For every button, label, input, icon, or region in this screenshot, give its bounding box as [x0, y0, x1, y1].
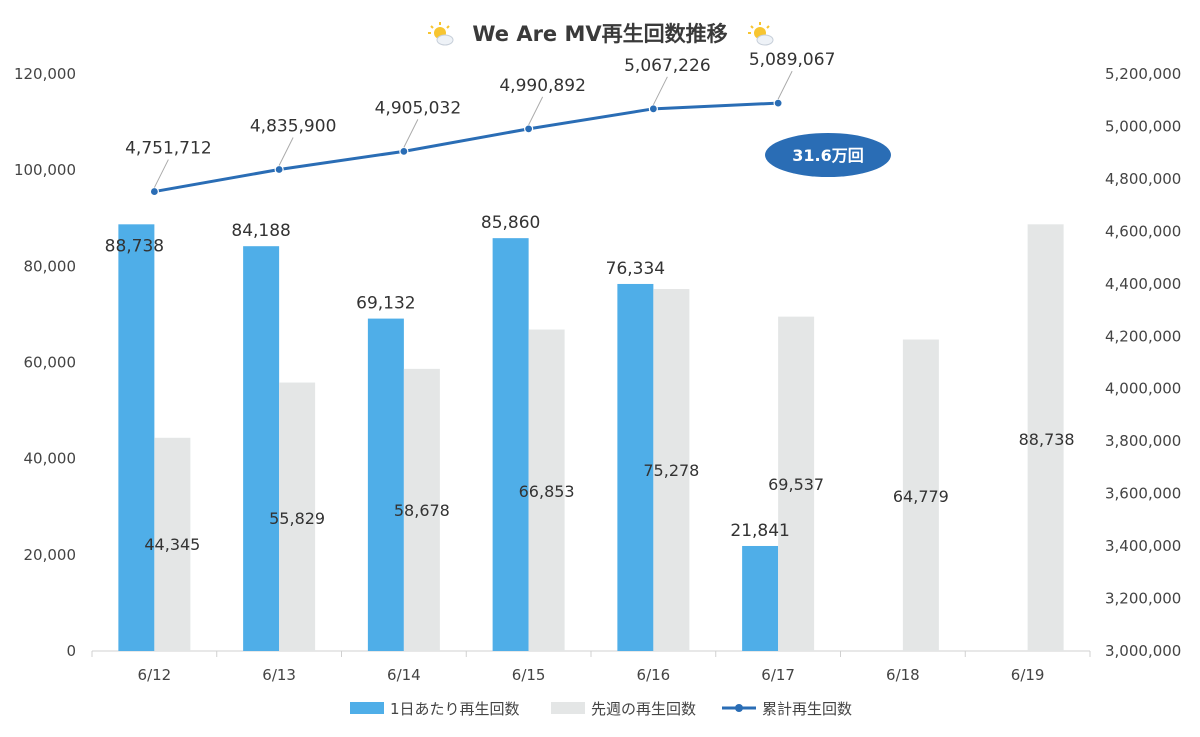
y-right-tick-label: 3,800,000	[1105, 432, 1181, 450]
cumulative-point	[399, 146, 409, 156]
y-left-tick-label: 40,000	[24, 450, 77, 468]
y-right-tick-label: 3,200,000	[1105, 590, 1181, 608]
y-right-tick-label: 4,600,000	[1105, 222, 1181, 240]
cumulative-point	[773, 98, 783, 108]
cumulative-point-label: 5,089,067	[749, 50, 836, 70]
y-left-tick-label: 20,000	[24, 546, 77, 564]
previous-week-bar	[653, 289, 690, 651]
previous-week-bar-label: 58,678	[394, 501, 450, 520]
legend-label-previous-week: 先週の再生回数	[591, 700, 696, 718]
y-right-tick-label: 4,000,000	[1105, 380, 1181, 398]
daily-bar	[243, 246, 280, 651]
cumulative-point-label: 4,990,892	[499, 76, 586, 96]
cumulative-point	[648, 104, 658, 114]
cumulative-point	[149, 186, 159, 197]
previous-week-bar	[1027, 224, 1064, 651]
legend-swatch-daily	[350, 702, 384, 714]
previous-week-bar-label: 55,829	[269, 509, 325, 528]
x-tick-label: 6/16	[637, 666, 671, 684]
cumulative-label-leader	[278, 137, 294, 166]
y-right-tick-label: 5,200,000	[1105, 65, 1181, 83]
daily-bar	[367, 318, 404, 651]
sun-behind-cloud-icon	[428, 22, 454, 46]
x-tick-label: 6/15	[512, 666, 546, 684]
chart-title: We Are MV再生回数推移	[472, 22, 727, 46]
previous-week-bar	[279, 382, 316, 651]
previous-week-bar-label: 66,853	[519, 482, 575, 501]
daily-bar-label: 85,860	[481, 213, 540, 233]
daily-bar	[742, 545, 779, 651]
x-tick-label: 6/19	[1011, 666, 1045, 684]
y-left-tick-label: 100,000	[14, 161, 76, 179]
x-tick-label: 6/17	[761, 666, 795, 684]
previous-week-bar	[778, 316, 815, 651]
daily-bar-label: 21,841	[730, 521, 789, 541]
cumulative-point-label: 4,751,712	[125, 139, 212, 159]
y-left-tick-label: 60,000	[24, 354, 77, 372]
cumulative-label-leader	[403, 119, 419, 148]
daily-bar-label: 69,132	[356, 294, 415, 314]
daily-bar	[617, 283, 654, 651]
legend-label-daily: 1日あたり再生回数	[390, 700, 520, 718]
previous-week-bar	[528, 329, 565, 651]
previous-week-bar-label: 75,278	[643, 461, 699, 480]
y-right-tick-label: 3,000,000	[1105, 642, 1181, 660]
cumulative-label-leader	[652, 76, 668, 106]
x-tick-label: 6/12	[138, 666, 172, 684]
cumulative-label-leader	[777, 70, 793, 100]
cumulative-point	[274, 164, 284, 175]
previous-week-bar	[154, 437, 191, 651]
previous-week-bar	[902, 339, 939, 651]
daily-bar-label: 84,188	[231, 221, 290, 241]
daily-bar	[492, 238, 529, 651]
daily-bar	[118, 224, 155, 651]
y-left-tick-label: 80,000	[24, 257, 77, 275]
daily-bar-label: 76,334	[606, 259, 665, 279]
previous-week-bar	[403, 368, 440, 651]
previous-week-bar-label: 69,537	[768, 475, 824, 494]
x-tick-label: 6/18	[886, 666, 920, 684]
x-tick-label: 6/14	[387, 666, 421, 684]
previous-week-bar-label: 64,779	[893, 487, 949, 506]
cumulative-line	[154, 101, 779, 194]
legend-label-cumulative: 累計再生回数	[762, 700, 852, 718]
cumulative-point	[524, 124, 534, 134]
daily-bar-label: 88,738	[105, 236, 164, 256]
y-left-tick-label: 0	[66, 642, 76, 660]
annotation-bubble	[765, 133, 891, 177]
cumulative-point-label: 5,067,226	[624, 56, 711, 76]
y-right-tick-label: 4,400,000	[1105, 275, 1181, 293]
previous-week-bar-label: 44,345	[144, 535, 200, 554]
y-right-tick-label: 5,000,000	[1105, 117, 1181, 135]
annotation-label: 31.6万回	[792, 146, 863, 165]
cumulative-label-leader	[528, 96, 544, 126]
y-left-tick-label: 120,000	[14, 65, 76, 83]
legend-swatch-cumulative-marker	[735, 704, 743, 712]
legend-swatch-previous-week	[551, 702, 585, 714]
sun-behind-cloud-icon	[748, 22, 774, 46]
cumulative-point-label: 4,835,900	[250, 116, 337, 136]
y-right-tick-label: 3,600,000	[1105, 485, 1181, 503]
cumulative-point-label: 4,905,032	[375, 98, 462, 118]
cumulative-label-leader	[153, 159, 169, 188]
previous-week-bar-label: 88,738	[1019, 430, 1075, 449]
y-right-tick-label: 4,800,000	[1105, 170, 1181, 188]
y-right-tick-label: 3,400,000	[1105, 537, 1181, 555]
y-right-tick-label: 4,200,000	[1105, 327, 1181, 345]
x-tick-label: 6/13	[262, 666, 296, 684]
